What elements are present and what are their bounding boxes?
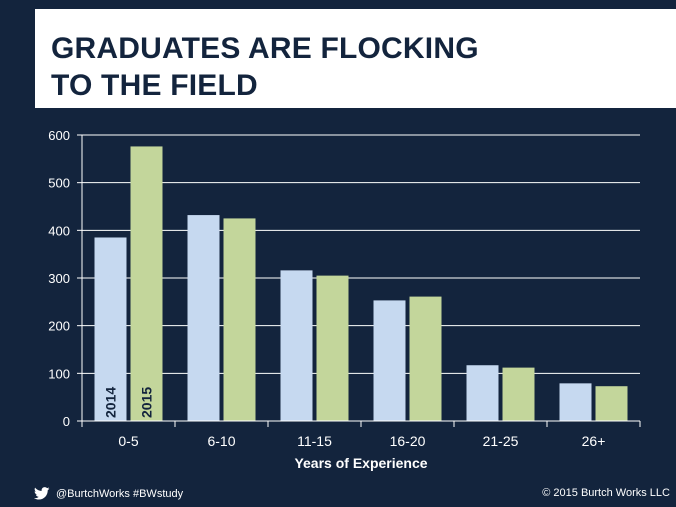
footer-social: @BurtchWorks #BWstudy xyxy=(34,487,183,500)
y-tick-label: 300 xyxy=(48,271,70,286)
x-axis-title: Years of Experience xyxy=(294,455,427,471)
y-tick-label: 0 xyxy=(63,414,70,429)
bar-2015-0-5 xyxy=(130,146,163,421)
twitter-bird-icon xyxy=(34,487,50,500)
x-tick-label: 16-20 xyxy=(390,433,426,449)
x-tick-label: 21-25 xyxy=(483,433,519,449)
x-tick-label: 0-5 xyxy=(118,433,138,449)
footer-copyright: © 2015 Burtch Works LLC xyxy=(542,487,670,499)
y-tick-label: 600 xyxy=(48,128,70,143)
footer-handle: @BurtchWorks #BWstudy xyxy=(56,487,184,500)
y-tick-label: 100 xyxy=(48,366,70,381)
x-tick-label: 11-15 xyxy=(297,433,332,449)
bar-2015-16-20 xyxy=(409,296,442,421)
bar-2014-16-20 xyxy=(373,300,406,421)
y-tick-label: 200 xyxy=(48,319,70,334)
chart-title-line-1: GRADUATES ARE FLOCKING xyxy=(51,32,479,65)
bar-2015-11-15 xyxy=(316,275,349,421)
bar-2014-26+ xyxy=(559,383,592,421)
x-tick-label: 26+ xyxy=(582,433,606,449)
bar-2014-6-10 xyxy=(187,215,220,421)
y-tick-label: 400 xyxy=(48,223,70,238)
y-tick-label: 500 xyxy=(48,176,70,191)
bar-2014-21-25 xyxy=(466,365,499,421)
bar-2015-26+ xyxy=(595,386,628,421)
series-label-2015: 2015 xyxy=(139,387,155,418)
bar-2014-11-15 xyxy=(280,270,313,421)
bar-2015-6-10 xyxy=(223,218,256,421)
x-tick-label: 6-10 xyxy=(207,433,235,449)
bar-2015-21-25 xyxy=(502,367,535,421)
title-panel: GRADUATES ARE FLOCKING TO THE FIELD xyxy=(35,9,676,108)
chart-title-line-2: TO THE FIELD xyxy=(51,69,258,102)
series-label-2014: 2014 xyxy=(103,387,119,418)
bar-2014-0-5 xyxy=(94,237,127,421)
